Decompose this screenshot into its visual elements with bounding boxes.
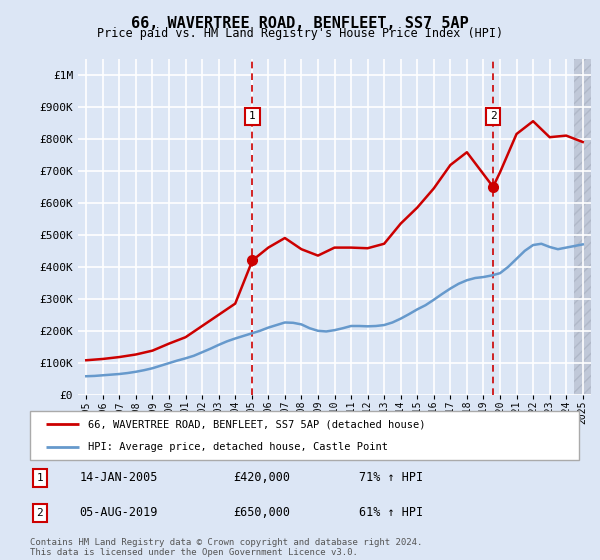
Text: Price paid vs. HM Land Registry's House Price Index (HPI): Price paid vs. HM Land Registry's House … xyxy=(97,27,503,40)
Text: £420,000: £420,000 xyxy=(233,471,290,484)
Text: 1: 1 xyxy=(249,111,256,122)
FancyBboxPatch shape xyxy=(30,411,579,460)
Text: 71% ↑ HPI: 71% ↑ HPI xyxy=(359,471,424,484)
Text: HPI: Average price, detached house, Castle Point: HPI: Average price, detached house, Cast… xyxy=(88,442,388,452)
Text: 05-AUG-2019: 05-AUG-2019 xyxy=(79,506,158,519)
Text: 66, WAVERTREE ROAD, BENFLEET, SS7 5AP: 66, WAVERTREE ROAD, BENFLEET, SS7 5AP xyxy=(131,16,469,31)
Text: 2: 2 xyxy=(37,508,43,517)
Text: 1: 1 xyxy=(37,473,43,483)
Text: £650,000: £650,000 xyxy=(233,506,290,519)
Text: 14-JAN-2005: 14-JAN-2005 xyxy=(79,471,158,484)
Text: Contains HM Land Registry data © Crown copyright and database right 2024.
This d: Contains HM Land Registry data © Crown c… xyxy=(30,538,422,557)
Text: 2: 2 xyxy=(490,111,496,122)
Text: 61% ↑ HPI: 61% ↑ HPI xyxy=(359,506,424,519)
Text: 66, WAVERTREE ROAD, BENFLEET, SS7 5AP (detached house): 66, WAVERTREE ROAD, BENFLEET, SS7 5AP (d… xyxy=(88,419,425,430)
